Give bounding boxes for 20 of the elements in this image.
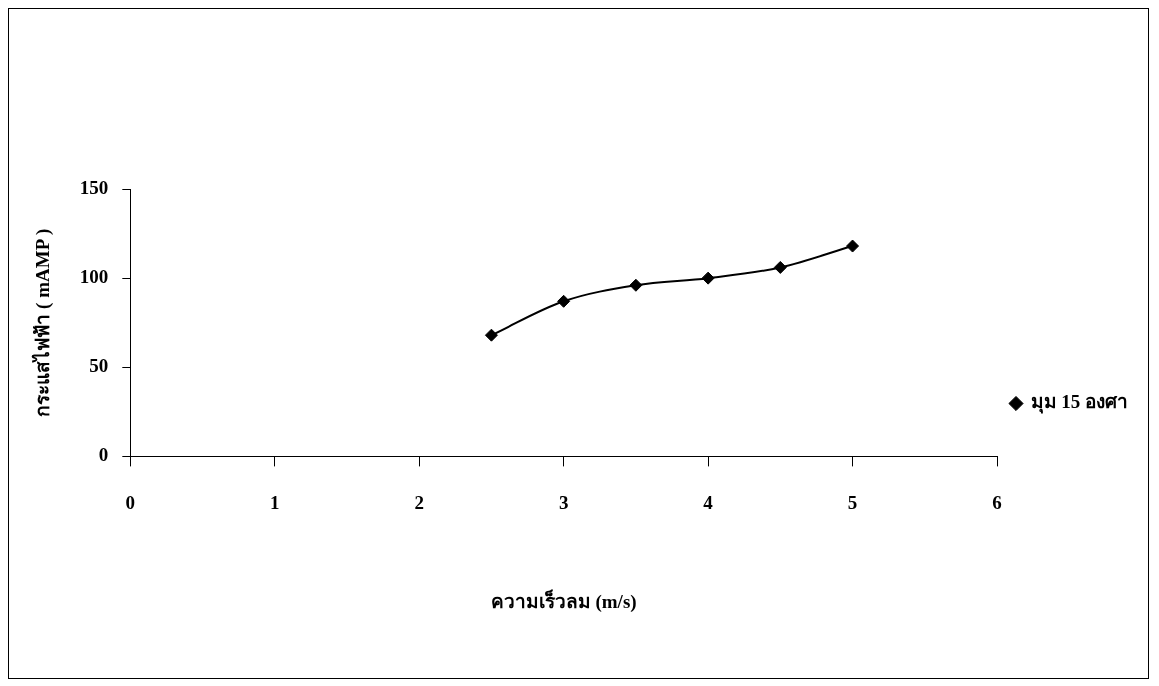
- y-tick-label: 50: [89, 355, 109, 377]
- point: [484, 328, 498, 342]
- x-tick-label: 1: [270, 491, 280, 513]
- x-tick-label: 2: [414, 491, 424, 513]
- x-tick-label: 4: [703, 491, 714, 513]
- y-tick-label: 150: [79, 176, 109, 198]
- x-tick-label: 6: [992, 491, 1002, 513]
- x-axis-title: ความเร็วลม (m/s): [490, 588, 637, 613]
- x-tick-label: 3: [558, 491, 569, 513]
- y-axis-title: กระแสไฟฟ้า ( mAMP ): [31, 228, 55, 417]
- point: [557, 294, 571, 308]
- point: [629, 278, 643, 292]
- point: [846, 239, 860, 253]
- point: [701, 271, 715, 285]
- x-tick-label: 5: [847, 491, 858, 513]
- x-tick-label: 0: [125, 491, 136, 513]
- y-tick-label: 100: [79, 266, 109, 288]
- legend-label: มุม 15 องศา: [1030, 391, 1128, 415]
- point: [773, 260, 787, 274]
- y-tick-label: 0: [98, 444, 109, 466]
